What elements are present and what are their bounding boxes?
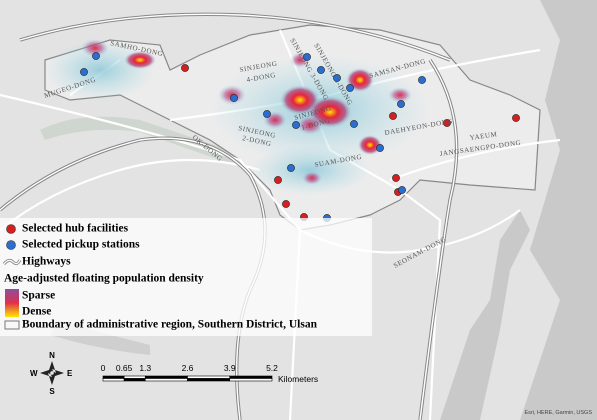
scale-segment (123, 378, 146, 382)
legend-boundary-symbol (4, 320, 20, 330)
road (389, 138, 561, 182)
legend-label: Selected hub facilities (22, 223, 129, 235)
hub-facility (181, 64, 189, 72)
compass-w: W (30, 369, 38, 378)
scale-segment (144, 378, 188, 382)
scale-tick-label: 3.9 (224, 363, 236, 373)
legend-label: Selected pickup stations (22, 239, 140, 251)
highway-core (19, 13, 451, 61)
compass-e: E (67, 369, 73, 378)
scale-tick-label: 5.2 (266, 363, 278, 373)
district-label: YAEUM (469, 130, 498, 142)
pickup-stations (80, 52, 426, 222)
scale-segment (102, 378, 125, 382)
scale-segment (229, 378, 273, 382)
hub-facility (392, 174, 400, 182)
pickup-station (317, 66, 325, 74)
scale-segment (187, 378, 231, 382)
legend-label: Sparse (22, 290, 55, 302)
legend-background (0, 218, 372, 336)
pickup-station (263, 110, 271, 118)
pickup-station (350, 120, 358, 128)
hub-facility (274, 176, 282, 184)
hub-facilities (181, 64, 520, 221)
legend-highway-symbol (3, 259, 21, 265)
road (0, 158, 261, 231)
scale-tick-label: 1.3 (139, 363, 151, 373)
scale-segment (144, 375, 188, 379)
scale-segment (102, 375, 125, 379)
legend-pickup-symbol (6, 240, 16, 250)
pickup-station (418, 76, 426, 84)
river (440, 210, 530, 420)
pickup-station (333, 74, 341, 82)
highway-core (419, 59, 458, 420)
compass-rose (40, 361, 64, 385)
legend-hub-symbol (6, 224, 16, 234)
north-arrow: N S E W (30, 351, 73, 396)
road (0, 93, 302, 420)
scale-tick-label: 0.65 (116, 363, 133, 373)
pickup-station (397, 100, 405, 108)
scale-segment (187, 375, 231, 379)
water-sea (520, 0, 597, 420)
legend-label: Boundary of administrative region, South… (22, 319, 318, 331)
pickup-station (346, 84, 354, 92)
legend-label: Highways (22, 256, 71, 268)
pickup-station (303, 53, 311, 61)
hub-facility (512, 114, 520, 122)
hub-facility (282, 200, 290, 208)
compass-s: S (49, 387, 55, 396)
pickup-station (80, 68, 88, 76)
pickup-station (230, 94, 238, 102)
pickup-station (287, 164, 295, 172)
hub-facility (443, 119, 451, 127)
pickup-station (376, 144, 384, 152)
scale-segment (229, 375, 273, 379)
pickup-station (292, 121, 300, 129)
legend-label: Dense (22, 306, 51, 318)
scale-segment (123, 375, 146, 379)
scale-unit: Kilometers (278, 374, 318, 384)
hub-facility (389, 112, 397, 120)
compass-n: N (49, 351, 55, 360)
scale-tick-label: 2.6 (182, 363, 194, 373)
pickup-station (398, 186, 406, 194)
pickup-station (92, 52, 100, 60)
legend-density-ramp (5, 289, 19, 317)
attribution: Esri, HERE, Garmin, USGS (524, 410, 592, 416)
legend-title: Age-adjusted floating population density (4, 273, 204, 285)
legend: Selected hub facilities Selected pickup … (0, 218, 372, 336)
scale-tick-label: 0 (101, 363, 106, 373)
